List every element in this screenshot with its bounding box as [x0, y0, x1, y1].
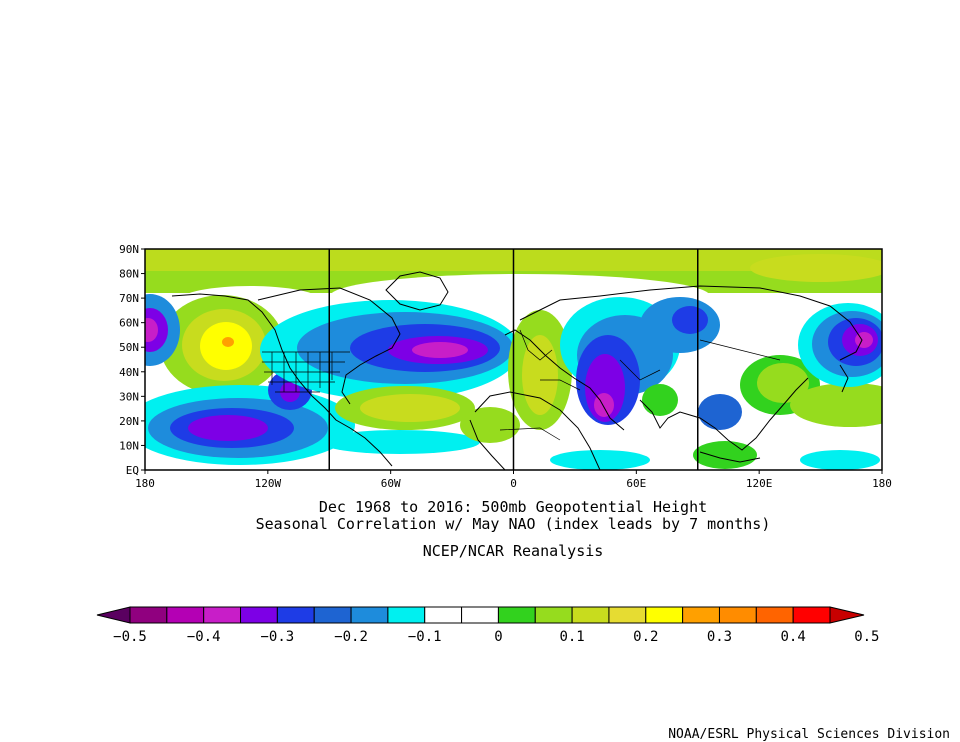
colorbar-swatch — [350, 606, 389, 624]
south-asia-coast — [639, 377, 809, 451]
latitude-axis: 90N 80N 70N 60N 50N 40N 30N 20N 10N EQ — [119, 243, 145, 477]
north-atlantic-negative-max — [412, 342, 468, 358]
africa-positive — [460, 407, 520, 443]
west-pacific-positive — [790, 383, 882, 427]
se-asia-negative — [698, 394, 742, 430]
polar-positive-east — [750, 254, 882, 282]
meridian-lines — [328, 249, 699, 470]
colorbar — [96, 606, 865, 624]
colorbar-swatch — [461, 606, 499, 624]
colorbar-swatch — [645, 606, 684, 624]
tropical-pacific-negative-core — [188, 415, 268, 441]
lat-tick-label: 50N — [119, 341, 139, 354]
political-borders — [262, 329, 781, 441]
title-line-2: Seasonal Correlation w/ May NAO (index l… — [256, 515, 771, 533]
colorbar-swatch — [387, 606, 426, 624]
colorbar-swatch — [755, 606, 794, 624]
us-state-borders-horizontal — [262, 351, 350, 393]
lat-tick-label: 60N — [119, 317, 139, 330]
colorbar-label: −0.2 — [334, 629, 368, 645]
lon-tick-label: 60W — [381, 477, 401, 490]
ne-pacific-positive-max — [222, 337, 234, 347]
canada-east-coast — [257, 287, 401, 405]
eurasia-africa-borders — [499, 329, 781, 441]
map-panel — [144, 248, 883, 471]
lat-tick-label: 90N — [119, 243, 139, 256]
africa-west-coast — [469, 419, 506, 470]
colorbar-swatch — [276, 606, 315, 624]
credit-text: NOAA/ESRL Physical Sciences Division — [668, 727, 950, 742]
europe-south-coast — [504, 329, 625, 431]
colorbar-label: 0.3 — [707, 629, 732, 645]
europe-positive-core — [522, 335, 558, 415]
greenland-coast — [385, 271, 449, 311]
colorbar-labels: −0.5 −0.4 −0.3 −0.2 −0.1 0 0.1 0.2 0.3 0.4 0.5 — [113, 629, 879, 645]
lat-tick-label: 30N — [119, 390, 139, 403]
colorbar-swatch — [608, 606, 647, 624]
indonesia-coast — [699, 451, 761, 463]
lon-tick-label: 180 — [872, 477, 892, 490]
colorbar-arrow-left — [96, 606, 131, 624]
lat-tick-label: 80N — [119, 268, 139, 281]
colorbar-swatch — [718, 606, 757, 624]
india-positive — [642, 384, 678, 416]
colorbar-label: −0.4 — [187, 629, 221, 645]
siberia-negative-core — [672, 306, 708, 334]
lon-tick-label: 180 — [135, 477, 155, 490]
colorbar-label: 0.2 — [633, 629, 658, 645]
japan-coast — [839, 364, 849, 393]
subtropical-atlantic-positive-core — [360, 394, 460, 422]
dateline-negative-core — [145, 318, 158, 342]
lat-tick-label: EQ — [126, 464, 139, 477]
colorbar-label: −0.3 — [261, 629, 295, 645]
correlation-field — [145, 249, 882, 470]
east-asia-positive-core — [757, 363, 809, 403]
tropical-atlantic-negative — [320, 430, 480, 454]
tropical-west-pacific-negative — [800, 450, 880, 470]
title-line-1: Dec 1968 to 2016: 500mb Geopotential Hei… — [319, 498, 707, 516]
data-source: NCEP/NCAR Reanalysis — [423, 542, 604, 560]
lon-tick-label: 0 — [510, 477, 517, 490]
colorbar-swatch — [313, 606, 352, 624]
colorbar-swatch — [497, 606, 536, 624]
eurasia-north-coast — [519, 285, 863, 361]
longitude-axis: 180 120W 60W 0 60E 120E 180 — [135, 470, 892, 490]
coastlines — [171, 271, 863, 470]
colorbar-swatch — [424, 606, 463, 624]
colorbar-label: 0.1 — [559, 629, 584, 645]
lon-tick-label: 60E — [626, 477, 646, 490]
colorbar-swatch — [792, 606, 831, 624]
colorbar-swatch — [129, 606, 168, 624]
indian-ocean-negative — [550, 450, 650, 470]
colorbar-swatch — [166, 606, 205, 624]
colorbar-swatch — [682, 606, 720, 624]
colorbar-label: 0.4 — [781, 629, 806, 645]
colorbar-swatch — [203, 606, 242, 624]
lat-tick-label: 40N — [119, 366, 139, 379]
colorbar-swatch — [534, 606, 573, 624]
north-america-coast — [171, 293, 393, 467]
colorbar-label: 0.5 — [854, 629, 879, 645]
colorbar-swatch — [240, 606, 278, 624]
colorbar-label: 0 — [494, 629, 502, 645]
colorbar-swatch — [571, 606, 610, 624]
africa-north-coast — [474, 391, 601, 470]
lat-tick-label: 70N — [119, 292, 139, 305]
colorbar-arrow-right — [829, 606, 865, 624]
lat-tick-label: 10N — [119, 439, 139, 452]
colorbar-label: −0.1 — [408, 629, 442, 645]
lon-tick-label: 120E — [746, 477, 773, 490]
lat-tick-label: 20N — [119, 415, 139, 428]
lon-tick-label: 120W — [255, 477, 282, 490]
us-state-borders-vertical — [271, 352, 333, 392]
colorbar-label: −0.5 — [113, 629, 147, 645]
